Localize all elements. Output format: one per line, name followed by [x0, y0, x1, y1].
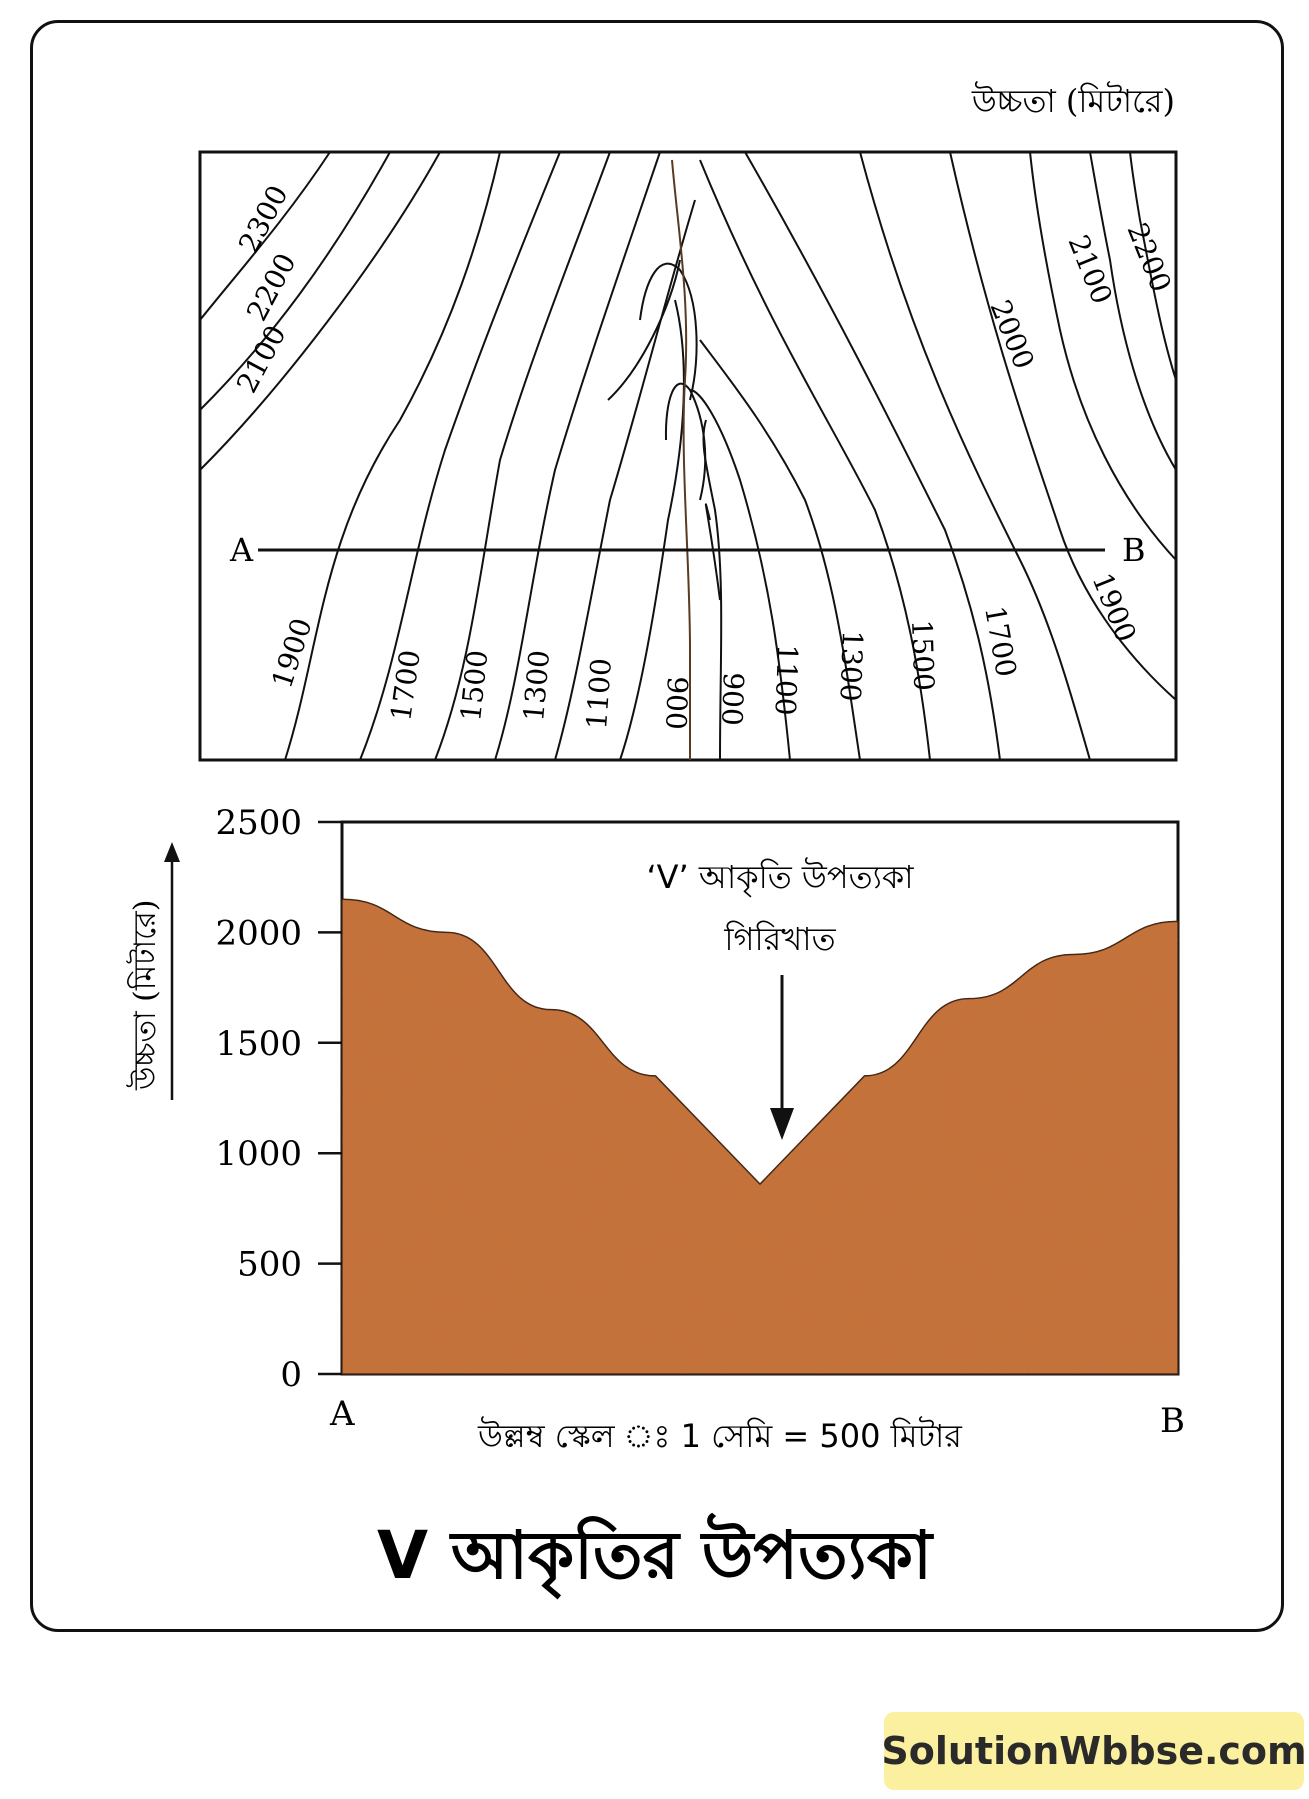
contour-label-1300-right: 1300	[834, 630, 869, 702]
profile-label-a: A	[329, 1394, 355, 1434]
contour-label-1100-left: 1100	[580, 657, 618, 730]
profile-texture	[342, 899, 1178, 1374]
contour-label-2100-right: 2100	[1062, 230, 1119, 308]
contour-lines	[199, 151, 1177, 761]
section-label-b: B	[1122, 531, 1146, 569]
map-height-label: উচ্চতা (মিটারে)	[971, 81, 1175, 120]
figure-caption: V আকৃতির উপত্যকা	[376, 1517, 933, 1594]
left-contour-labels: 2300 2200 2100	[230, 180, 303, 398]
scale-note: উল্লম্ব স্কেল ঃ 1 সেমি = 500 মিটার	[477, 1416, 963, 1455]
valley-pointer-arrowhead	[770, 1108, 794, 1140]
y-tick-label-500: 500	[237, 1245, 302, 1285]
contour-label-2100: 2100	[230, 320, 293, 398]
profile-section: 2500 2000 1500 1000 500 0 উচ্চতা (মিটারে…	[126, 803, 1185, 1455]
contour-label-2000-right: 2000	[984, 295, 1041, 373]
contour-label-2200-right: 2200	[1121, 218, 1178, 296]
y-axis-arrowhead	[164, 842, 180, 862]
contour-label-1300-left: 1300	[517, 649, 556, 723]
y-tick-label-1000: 1000	[215, 1134, 302, 1174]
y-tick-label-2000: 2000	[215, 913, 302, 953]
contour-label-1900-right: 1900	[1086, 568, 1143, 646]
y-axis-title: উচ্চতা (মিটারে)	[126, 900, 163, 1091]
contour-label-1500-left: 1500	[454, 648, 494, 722]
valley-annotation-title: ‘V’ আকৃতি উপত্যকা	[646, 857, 914, 897]
contour-label-1900-left: 1900	[265, 614, 318, 692]
right-contour-labels: 2200 2100 2000	[984, 218, 1178, 373]
profile-label-b: B	[1160, 1401, 1185, 1441]
section-label-a: A	[229, 531, 254, 569]
contour-label-1500-right: 1500	[905, 619, 940, 691]
y-tick-label-0: 0	[280, 1355, 302, 1395]
contour-label-1700-left: 1700	[384, 648, 427, 723]
contour-label-2300: 2300	[232, 180, 295, 258]
contour-label-1100-right: 1100	[769, 644, 804, 716]
watermark-badge: SolutionWbbse.com	[881, 1712, 1307, 1790]
map-border	[198, 150, 1178, 762]
contour-label-900-right: 900	[715, 672, 750, 727]
y-tick-label-1500: 1500	[215, 1024, 302, 1064]
contour-map: উচ্চতা (মিটারে)	[198, 81, 1178, 762]
valley-annotation-subtitle: গিরিখাত	[723, 920, 836, 958]
bottom-contour-labels: 1900 1700 1500 1300 1100 900 900 1100 13…	[265, 568, 1143, 730]
y-axis: 2500 2000 1500 1000 500 0	[215, 803, 342, 1395]
contour-label-900-left: 900	[659, 676, 694, 731]
y-tick-label-2500: 2500	[215, 803, 302, 843]
